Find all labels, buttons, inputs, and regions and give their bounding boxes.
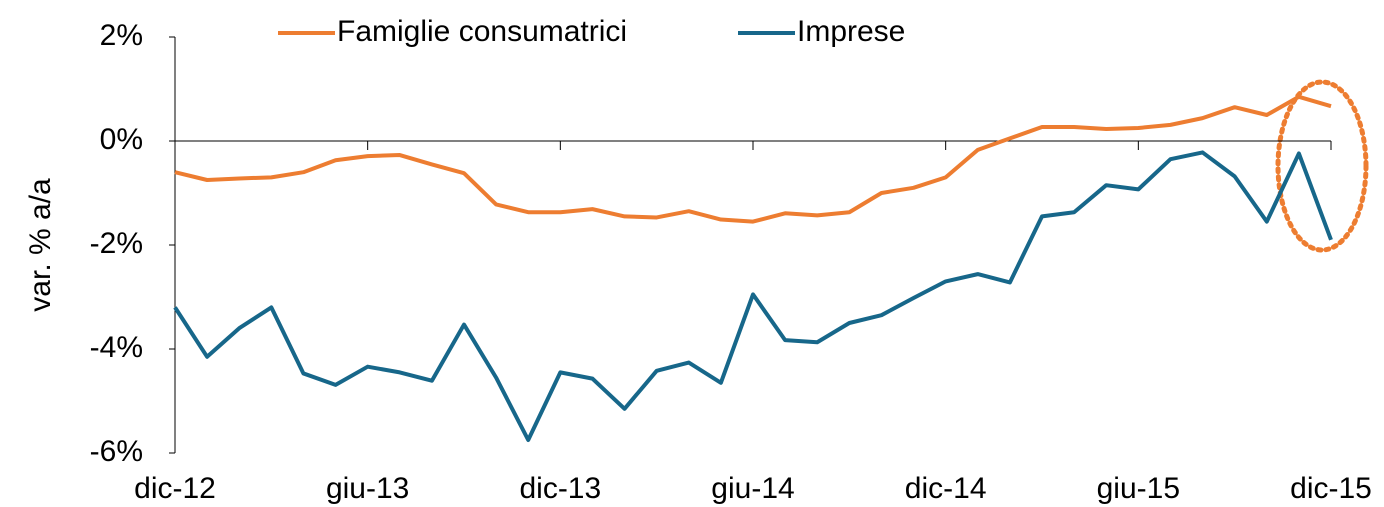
y-axis-label: var. % a/a	[24, 178, 57, 312]
x-tick-label: giu-15	[1097, 472, 1180, 505]
x-tick-label: dic-14	[905, 472, 987, 505]
y-tick-label: -6%	[90, 435, 143, 468]
x-tick-label: giu-13	[326, 472, 409, 505]
x-tick-label: dic-13	[519, 472, 601, 505]
legend-label: Famiglie consumatrici	[337, 15, 627, 48]
y-tick-label: -4%	[90, 331, 143, 364]
y-tick-label: 2%	[100, 19, 143, 52]
y-tick-label: 0%	[100, 123, 143, 156]
y-tick-label: -2%	[90, 227, 143, 260]
line-series	[173, 150, 1333, 442]
legend-label: Imprese	[797, 15, 905, 48]
x-tick-label: giu-14	[711, 472, 794, 505]
line-series	[174, 94, 1332, 224]
x-tick-label: dic-15	[1290, 472, 1372, 505]
highlight-ellipse	[1275, 79, 1369, 253]
x-tick-label: dic-12	[134, 472, 216, 505]
